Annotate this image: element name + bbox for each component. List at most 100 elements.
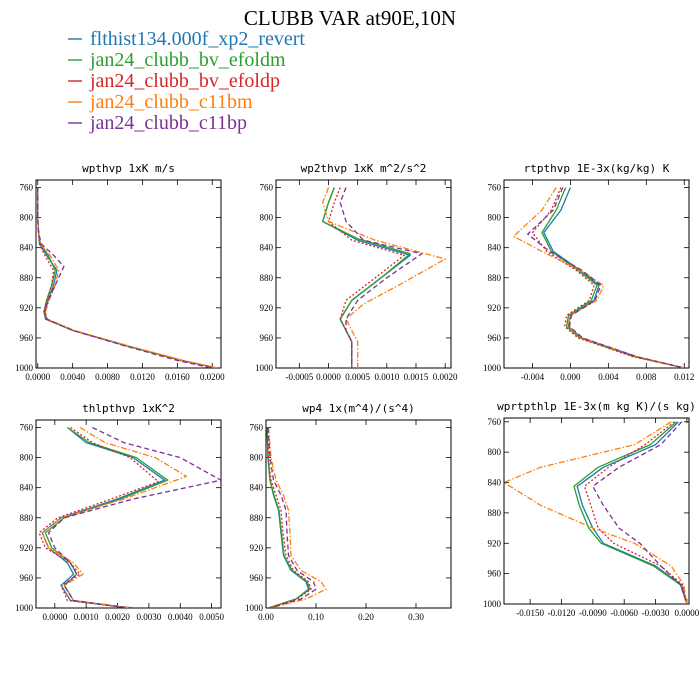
y-tick-label: 880 [488,508,502,518]
y-tick-label: 920 [250,543,264,553]
series-group [266,427,327,608]
x-tick-label: 0.0120 [130,372,155,382]
series-group [322,187,446,368]
series-line-2 [37,187,217,368]
y-tick-label: 760 [260,183,274,193]
y-tick-label: 880 [20,273,34,283]
series-line-3 [531,187,685,368]
series-line-2 [322,187,411,368]
x-tick-label: 0.0040 [168,612,193,622]
x-tick-label: -0.0150 [516,608,544,618]
y-tick-label: 960 [20,333,34,343]
x-tick-label: 0.0010 [74,612,99,622]
y-tick-label: 800 [20,213,34,223]
y-tick-label: 920 [260,303,274,313]
x-tick-label: 0.0000 [42,612,67,622]
x-tick-label: -0.0090 [579,608,607,618]
panel-title: thlpthvp 1xK^2 [82,402,175,415]
panel-frame [35,419,222,609]
y-tick-label: 960 [488,569,502,579]
y-tick-label: 920 [20,543,34,553]
series-line-1 [576,421,688,604]
x-tick-label: 0.0000 [675,608,700,618]
x-tick-label: 0.0005 [345,372,370,382]
x-tick-label: 0.0000 [316,372,341,382]
x-tick-label: 0.0040 [60,372,85,382]
y-tick-label: 760 [20,423,34,433]
legend-label: jan24_clubb_bv_efoldm [89,49,286,71]
series-line-5 [37,187,213,368]
y-tick-label: 1000 [15,363,34,373]
x-tick-label: 0.10 [308,612,324,622]
legend-label: jan24_clubb_c11bm [89,91,253,113]
y-tick-label: 800 [488,213,502,223]
series-group [38,426,221,608]
panel-4: thlpthvp 1xK^2 760 800 840 880 920 960 1000 0.00… [15,402,224,622]
series-line-3 [266,427,312,608]
series-line-5 [267,427,317,608]
y-tick-label: 880 [488,273,502,283]
series-line-4 [504,421,688,604]
y-tick-label: 880 [260,273,274,283]
y-tick-label: 880 [20,513,34,523]
series-line-3 [37,187,217,368]
y-tick-label: 840 [20,243,34,253]
x-tick-label: 0.0000 [25,372,50,382]
legend-label: jan24_clubb_c11bp [89,112,247,134]
series-line-4 [267,427,327,608]
x-tick-label: 0.012 [674,372,694,382]
x-tick-label: 0.0010 [374,372,399,382]
panel-title: wprtpthlp 1E-3x(m kg K)/(s kg) [497,400,696,413]
y-tick-label: 760 [20,183,34,193]
y-tick-label: 800 [260,213,274,223]
x-tick-label: -0.004 [521,372,545,382]
panel-1: wpthvp 1xK m/s76080084088092096010000.00… [15,162,225,382]
y-tick-label: 920 [20,303,34,313]
x-tick-label: -0.0120 [548,608,576,618]
y-tick-label: 760 [250,423,264,433]
x-tick-label: 0.20 [358,612,374,622]
panel-title: wp2thvp 1xK m^2/s^2 [301,162,427,175]
series-line-2 [573,421,688,604]
series-line-4 [41,426,188,608]
panel-2: wp2thvp 1xK m^2/s^2 760 800 840 880 920 960 100… [255,162,458,382]
x-tick-label: 0.0030 [137,612,162,622]
series-line-4 [512,187,685,368]
series-line-2 [44,426,169,608]
y-tick-label: 840 [250,483,264,493]
y-tick-label: 800 [488,447,502,457]
x-tick-label: 0.0015 [404,372,429,382]
x-tick-label: -0.0060 [610,608,638,618]
series-line-4 [37,187,218,368]
y-tick-label: 800 [20,453,34,463]
panel-frame [35,179,222,369]
y-tick-label: 1000 [15,603,34,613]
panel-title: wpthvp 1xK m/s [82,162,175,175]
series-group [37,187,218,368]
panel-6: wprtpthlp 1E-3x(m kg K)/(s kg) 760 800 840 8… [483,400,700,618]
y-tick-label: 960 [250,573,264,583]
panel-frame [503,179,690,369]
legend-label: jan24_clubb_bv_efoldp [89,70,280,92]
y-tick-label: 920 [488,303,502,313]
series-line-5 [47,426,221,608]
y-tick-label: 1000 [255,363,274,373]
panel-frame [265,419,452,609]
y-tick-label: 920 [488,538,502,548]
y-tick-label: 840 [20,483,34,493]
y-tick-label: 760 [488,417,502,427]
panel-title: rtpthvp 1E-3x(kg/kg) K [524,162,670,175]
series-line-1 [41,426,166,608]
series-line-5 [339,187,423,368]
y-tick-label: 960 [20,573,34,583]
y-tick-label: 880 [250,513,264,523]
y-tick-label: 840 [488,478,502,488]
series-group [504,421,688,604]
x-tick-label: 0.004 [598,372,619,382]
series-line-5 [527,187,685,368]
figure-title: CLUBB VAR at90E,10N [243,6,457,30]
x-tick-label: 0.0160 [165,372,190,382]
x-tick-label: -0.0030 [642,608,670,618]
panel-frame [503,417,690,605]
series-line-3 [327,187,405,368]
